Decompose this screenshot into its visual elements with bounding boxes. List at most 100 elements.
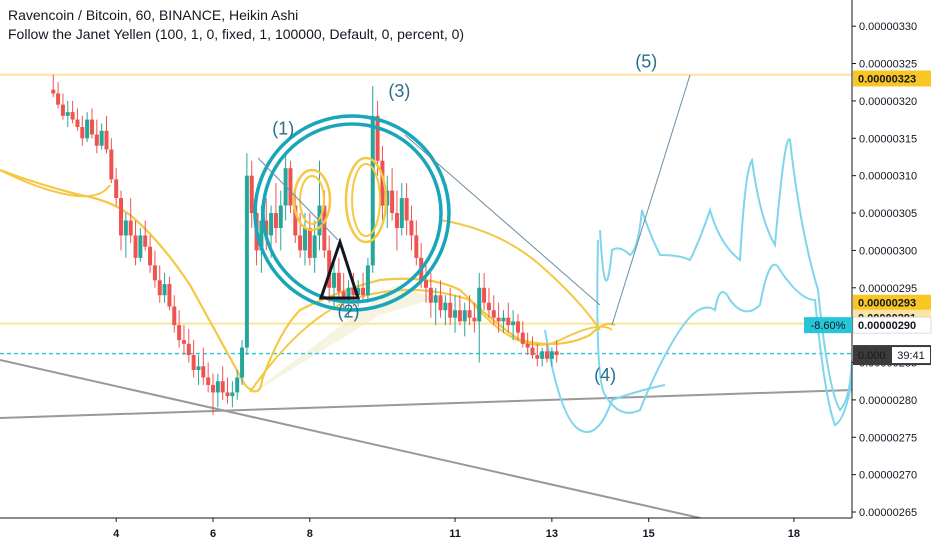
ascending-trendline	[0, 389, 853, 419]
time-tick-label-4: 13	[546, 528, 558, 540]
candle-body-59	[336, 272, 341, 292]
candle-body-87	[472, 317, 477, 322]
price-tick-label-13: 0.00000265	[859, 507, 917, 519]
candle-body-43	[259, 220, 264, 251]
time-tick-label-5: 15	[643, 528, 655, 540]
candle-body-33	[211, 384, 215, 393]
forecast-path-middle	[596, 239, 853, 427]
candle-body-21	[152, 265, 157, 281]
percent-tag-box	[804, 317, 852, 334]
price-tag-label-1: 0.00000293	[858, 298, 916, 310]
projection-line-3	[404, 134, 601, 306]
time-tick-label-3: 11	[449, 528, 461, 540]
candle-body-10	[99, 130, 104, 146]
descending-trendline	[0, 359, 701, 519]
candle-body-104	[554, 351, 559, 356]
time-tick-label-0: 4	[113, 528, 120, 540]
projection-line-5	[611, 74, 691, 326]
candle-body-101	[540, 351, 545, 359]
time-axis-background	[0, 518, 932, 550]
candle-body-36	[225, 392, 230, 397]
candle-body-23	[162, 284, 167, 296]
candle-body-81	[443, 302, 448, 311]
ma-upper-arc	[439, 219, 601, 331]
candle-body-20	[148, 246, 153, 266]
candle-body-86	[467, 310, 472, 318]
candle-body-89	[482, 287, 487, 303]
candle-body-67	[375, 115, 380, 161]
candle-body-102	[545, 351, 550, 359]
candle-body-96	[515, 321, 520, 333]
candle-body-37	[230, 392, 235, 397]
candle-body-71	[394, 213, 399, 228]
candle-body-12	[109, 149, 114, 180]
forecast-path-lower	[544, 329, 666, 433]
candle-body-83	[453, 310, 458, 318]
price-tick-label-5: 0.00000305	[859, 208, 917, 220]
time-tick-label-6: 18	[788, 528, 800, 540]
candle-body-17	[133, 235, 138, 258]
candle-body-84	[457, 310, 462, 322]
candle-body-7	[85, 119, 90, 139]
indicator-title[interactable]: Follow the Janet Yellen (100, 1, 0, fixe…	[8, 26, 465, 42]
candle-body-74	[409, 220, 414, 236]
candle-body-24	[167, 284, 172, 307]
candle-body-8	[89, 119, 94, 135]
price-tag-box-1	[853, 294, 931, 311]
projection-line-1	[257, 157, 339, 241]
candle-body-44	[264, 220, 269, 236]
candle-body-50	[293, 205, 298, 236]
candle-body-62	[351, 287, 356, 296]
countdown-box	[892, 347, 930, 364]
candle-body-4	[70, 112, 75, 120]
candle-body-19	[143, 235, 148, 247]
price-tick-label-10: 0.00000280	[859, 395, 917, 407]
candle-body-53	[307, 227, 312, 258]
candle-body-64	[361, 287, 366, 296]
candle-body-99	[530, 347, 535, 356]
countdown-label: 39:41	[897, 350, 925, 362]
wave-label-2: (2)	[338, 302, 360, 322]
candle-body-9	[94, 134, 99, 146]
symbol-title[interactable]: Ravencoin / Bitcoin, 60, BINANCE, Heikin…	[8, 7, 299, 23]
wave-label-3: (3)	[388, 81, 410, 101]
candle-body-66	[370, 115, 375, 266]
candle-body-47	[278, 205, 283, 228]
wave-circle-outer	[253, 114, 451, 312]
candle-body-73	[404, 198, 409, 221]
wave-label-1: (1)	[272, 119, 294, 139]
price-tick-label-6: 0.00000300	[859, 245, 917, 257]
price-tick-label-3: 0.00000315	[859, 133, 917, 145]
candle-body-35	[220, 381, 225, 393]
price-tag-label-0: 0.00000323	[858, 73, 916, 85]
ma-early-arc	[0, 169, 111, 198]
candle-body-97	[520, 332, 525, 344]
candle-body-22	[157, 280, 162, 296]
candle-body-90	[486, 302, 491, 311]
candle-body-51	[298, 235, 303, 251]
candle-body-38	[235, 377, 240, 393]
candle-body-25	[172, 306, 177, 326]
candle-body-45	[269, 213, 274, 236]
candle-body-26	[177, 325, 182, 341]
last-price-label: 0.000	[858, 350, 886, 362]
candle-body-95	[511, 321, 516, 326]
candle-body-29	[191, 355, 196, 370]
time-tick-label-1: 6	[210, 528, 216, 540]
candle-body-52	[302, 227, 307, 251]
candle-body-98	[525, 343, 530, 348]
candle-body-79	[433, 295, 438, 303]
candle-body-32	[206, 377, 211, 385]
candle-body-46	[273, 213, 278, 228]
candle-body-93	[501, 317, 506, 322]
price-tick-label-11: 0.00000275	[859, 432, 917, 444]
candle-body-57	[327, 250, 332, 288]
candle-body-94	[506, 317, 511, 326]
candle-body-56	[322, 205, 327, 251]
triangle-pattern	[318, 237, 361, 300]
percent-tag-label: -8.60%	[811, 320, 846, 332]
candle-body-27	[181, 340, 186, 344]
candle-body-100	[535, 355, 540, 359]
